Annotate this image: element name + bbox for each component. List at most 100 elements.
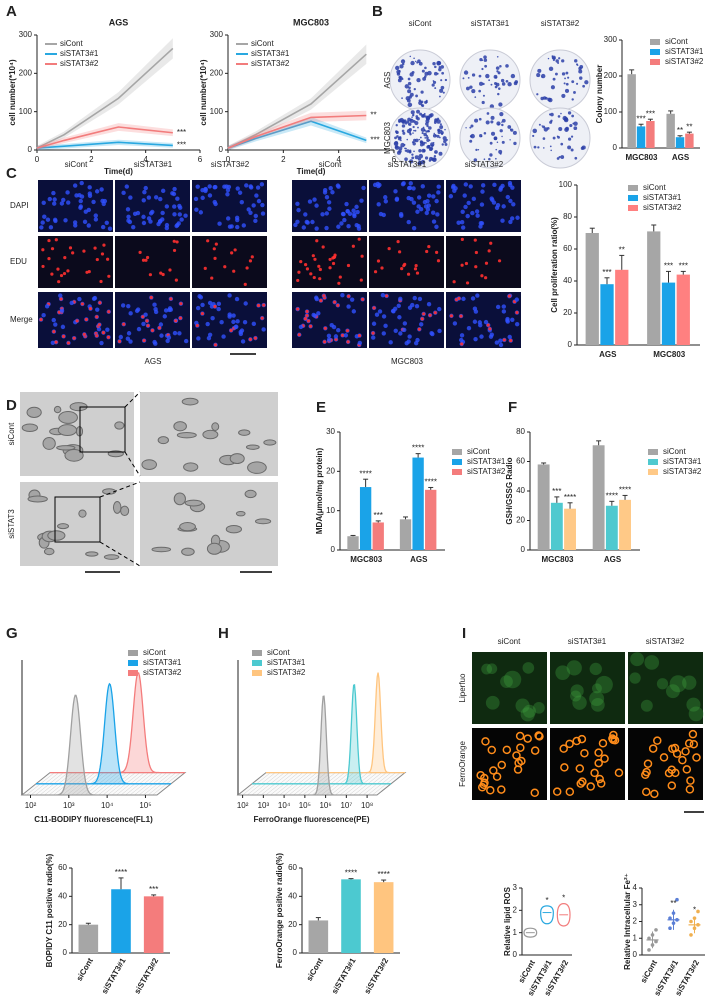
edu-signal: [107, 310, 111, 314]
nucleus: [87, 191, 93, 196]
colony: [497, 92, 500, 96]
colony: [401, 129, 405, 133]
colony: [564, 127, 569, 132]
significance: *: [562, 894, 565, 903]
edu-signal: [334, 337, 338, 341]
colony: [463, 70, 469, 75]
nucleus: [251, 321, 257, 327]
series-line: [227, 53, 367, 149]
colony: [497, 71, 501, 75]
micrograph: [369, 180, 444, 232]
organelle: [114, 421, 125, 430]
nucleus: [105, 327, 110, 332]
edu-signal: [371, 331, 375, 335]
nucleus: [128, 339, 133, 344]
point: [668, 916, 672, 920]
edu-signal: [323, 326, 327, 330]
significance: ***: [646, 109, 655, 118]
nucleus: [380, 292, 386, 298]
colony: [580, 146, 585, 151]
colony: [417, 157, 421, 161]
edu-signal: [142, 338, 146, 343]
nucleus: [82, 219, 88, 225]
edu-signal: [415, 271, 420, 275]
nucleus: [146, 216, 152, 221]
histogram: [238, 695, 377, 796]
colony: [501, 140, 505, 144]
cell: [485, 695, 500, 710]
micrograph: [292, 236, 367, 288]
significance: ****: [606, 491, 618, 500]
colony: [467, 76, 470, 79]
nucleus: [221, 334, 226, 339]
organelle: [202, 429, 219, 440]
edu-signal: [311, 254, 315, 258]
zoom-line: [124, 391, 141, 408]
nucleus: [251, 203, 256, 208]
cell: [560, 763, 569, 772]
nucleus: [336, 224, 341, 229]
edu-signal: [213, 343, 218, 347]
colony: [579, 65, 584, 69]
nucleus: [83, 209, 88, 214]
nucleus: [48, 225, 54, 230]
colony: [551, 55, 554, 57]
nucleus: [253, 213, 258, 219]
column-label: siCont: [498, 637, 521, 646]
edu-signal: [106, 257, 110, 261]
cell: [650, 789, 659, 799]
cell: [530, 746, 540, 755]
row-label: DAPI: [10, 201, 29, 210]
colony: [565, 71, 569, 75]
colony: [409, 92, 414, 97]
edu-signal: [145, 319, 149, 323]
colony: [563, 82, 566, 85]
cell: [570, 690, 582, 702]
significance: *: [693, 906, 696, 915]
cell: [591, 698, 605, 712]
point: [647, 936, 651, 941]
nucleus: [324, 225, 329, 231]
nucleus: [510, 185, 515, 190]
row-label: AGS: [383, 72, 392, 89]
colony: [433, 71, 438, 76]
edu-signal: [497, 259, 502, 263]
nucleus: [434, 198, 439, 204]
y-tick-label: 0: [331, 545, 336, 554]
colony: [439, 123, 442, 126]
colony: [414, 60, 417, 63]
significance: ****: [115, 868, 127, 877]
y-tick-label: 80: [563, 212, 572, 221]
nucleus: [371, 335, 376, 340]
edu-signal: [351, 244, 355, 248]
nucleus: [448, 194, 454, 199]
edu-signal: [387, 247, 391, 251]
edu-signal: [148, 273, 152, 277]
nucleus: [429, 331, 434, 336]
x-tick-label: 10⁴: [278, 801, 291, 810]
colony: [469, 85, 473, 89]
nucleus: [377, 182, 382, 188]
legend-label: siSTAT3#2: [251, 59, 290, 68]
nucleus: [255, 185, 261, 190]
nucleus: [473, 336, 478, 342]
nucleus: [229, 224, 234, 229]
colony: [393, 141, 399, 147]
colony: [418, 153, 424, 159]
nucleus: [121, 190, 126, 196]
colony: [561, 93, 566, 99]
nucleus: [296, 207, 301, 213]
nucleus: [480, 183, 486, 188]
nucleus: [222, 184, 227, 189]
nucleus: [418, 207, 424, 212]
colony: [571, 80, 575, 84]
cell: [535, 732, 544, 741]
colony: [582, 84, 585, 88]
edu-signal: [509, 338, 513, 343]
nucleus: [177, 331, 182, 336]
legend-label: siSTAT3#2: [467, 467, 506, 476]
legend-label: siSTAT3#1: [251, 49, 290, 58]
y-tick-label: 20: [288, 920, 297, 929]
nucleus: [249, 185, 254, 190]
colony: [426, 138, 430, 142]
